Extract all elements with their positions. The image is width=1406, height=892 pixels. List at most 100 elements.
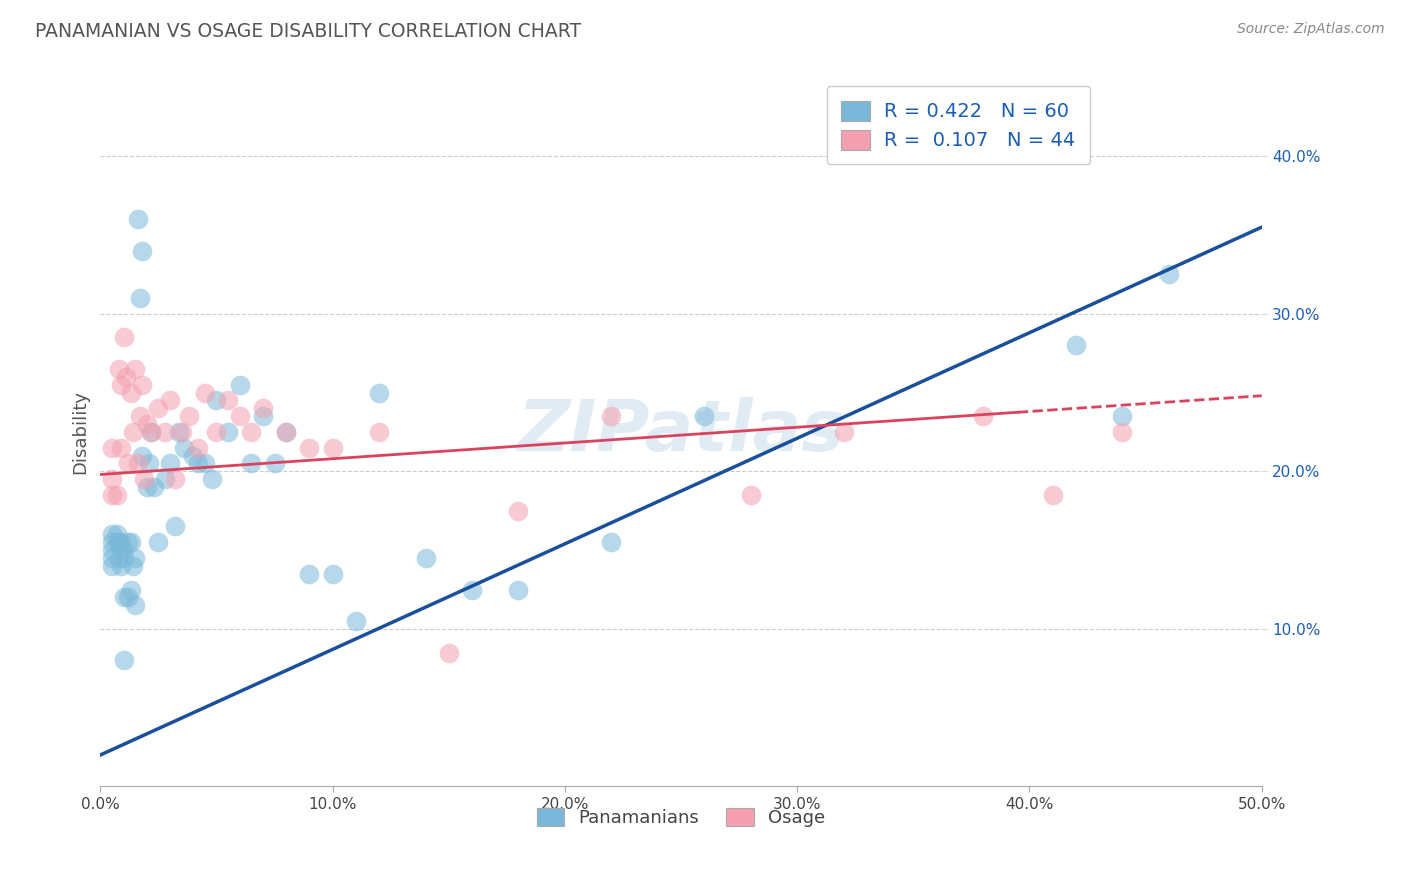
Point: [101, 558, 124, 573]
Point: [101, 543, 124, 558]
Point: [117, 535, 139, 549]
Point: [108, 535, 131, 549]
Point: [461, 582, 484, 597]
Point: [437, 646, 460, 660]
Point: [240, 457, 263, 471]
Point: [201, 472, 224, 486]
Point: [122, 558, 145, 573]
Point: [177, 409, 200, 424]
Point: [148, 535, 170, 549]
Point: [112, 653, 135, 667]
Point: [205, 393, 228, 408]
Point: [1157, 268, 1180, 282]
Point: [159, 457, 181, 471]
Point: [276, 425, 298, 439]
Point: [155, 472, 177, 486]
Point: [263, 457, 285, 471]
Point: [135, 480, 157, 494]
Point: [194, 457, 217, 471]
Point: [124, 599, 146, 613]
Point: [128, 409, 150, 424]
Point: [131, 244, 153, 258]
Point: [1111, 409, 1133, 424]
Point: [112, 591, 135, 605]
Point: [124, 551, 146, 566]
Point: [740, 488, 762, 502]
Point: [163, 472, 186, 486]
Point: [112, 543, 135, 558]
Point: [142, 480, 165, 494]
Point: [298, 566, 321, 581]
Legend: Panamanians, Osage: Panamanians, Osage: [530, 800, 832, 834]
Point: [217, 393, 239, 408]
Point: [187, 441, 209, 455]
Point: [972, 409, 994, 424]
Text: Source: ZipAtlas.com: Source: ZipAtlas.com: [1237, 22, 1385, 37]
Text: ZIPatlas: ZIPatlas: [517, 398, 845, 467]
Point: [134, 472, 156, 486]
Point: [101, 472, 124, 486]
Point: [101, 488, 124, 502]
Point: [240, 425, 263, 439]
Point: [173, 441, 195, 455]
Point: [169, 425, 191, 439]
Point: [117, 457, 139, 471]
Point: [101, 551, 124, 566]
Point: [138, 457, 160, 471]
Point: [170, 425, 193, 439]
Point: [101, 441, 124, 455]
Point: [228, 377, 250, 392]
Point: [112, 551, 135, 566]
Point: [600, 535, 623, 549]
Point: [832, 425, 855, 439]
Y-axis label: Disability: Disability: [72, 390, 89, 474]
Point: [693, 409, 716, 424]
Point: [163, 519, 186, 533]
Point: [344, 614, 367, 628]
Point: [1042, 488, 1064, 502]
Point: [115, 369, 138, 384]
Point: [205, 425, 228, 439]
Point: [105, 488, 128, 502]
Point: [276, 425, 298, 439]
Point: [1064, 338, 1087, 352]
Point: [120, 385, 142, 400]
Point: [101, 535, 124, 549]
Point: [368, 425, 391, 439]
Point: [108, 362, 131, 376]
Point: [508, 504, 530, 518]
Point: [108, 551, 131, 566]
Point: [110, 377, 132, 392]
Point: [110, 558, 132, 573]
Point: [252, 401, 274, 416]
Point: [128, 291, 150, 305]
Point: [117, 591, 139, 605]
Point: [110, 535, 132, 549]
Point: [110, 441, 132, 455]
Point: [127, 212, 149, 227]
Point: [600, 409, 623, 424]
Point: [101, 527, 124, 541]
Point: [124, 362, 146, 376]
Point: [194, 385, 217, 400]
Point: [120, 582, 142, 597]
Point: [155, 425, 177, 439]
Point: [217, 425, 239, 439]
Point: [368, 385, 391, 400]
Point: [141, 425, 163, 439]
Point: [110, 543, 132, 558]
Point: [508, 582, 530, 597]
Point: [187, 457, 209, 471]
Point: [105, 535, 128, 549]
Point: [131, 377, 153, 392]
Point: [252, 409, 274, 424]
Text: PANAMANIAN VS OSAGE DISABILITY CORRELATION CHART: PANAMANIAN VS OSAGE DISABILITY CORRELATI…: [35, 22, 581, 41]
Point: [1111, 425, 1133, 439]
Point: [120, 535, 142, 549]
Point: [298, 441, 321, 455]
Point: [122, 425, 145, 439]
Point: [415, 551, 437, 566]
Point: [135, 417, 157, 431]
Point: [131, 449, 153, 463]
Point: [159, 393, 181, 408]
